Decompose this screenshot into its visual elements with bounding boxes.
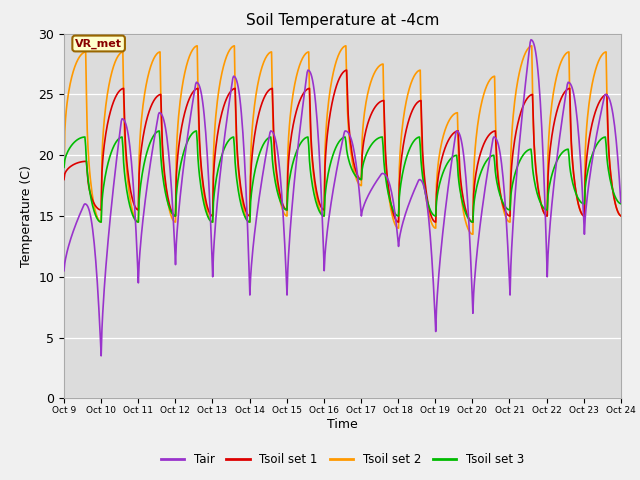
Tsoil set 2 bbox=[60, 177, 68, 182]
Tair bbox=[60, 268, 68, 274]
Tsoil set 1 bbox=[70, 161, 78, 167]
Tair bbox=[428, 244, 435, 250]
Tair bbox=[411, 186, 419, 192]
Tair bbox=[527, 37, 535, 43]
Tsoil set 1 bbox=[127, 192, 135, 197]
Legend: Tair, Tsoil set 1, Tsoil set 2, Tsoil set 3: Tair, Tsoil set 1, Tsoil set 2, Tsoil se… bbox=[156, 448, 529, 470]
Line: Tsoil set 2: Tsoil set 2 bbox=[64, 46, 621, 234]
Tsoil set 3 bbox=[185, 136, 193, 142]
Tsoil set 1 bbox=[343, 67, 351, 73]
Text: VR_met: VR_met bbox=[75, 38, 122, 48]
Line: Tair: Tair bbox=[64, 40, 621, 356]
Tsoil set 1 bbox=[617, 213, 625, 219]
Tair bbox=[185, 126, 193, 132]
Tsoil set 1 bbox=[214, 133, 221, 139]
Tsoil set 3 bbox=[60, 165, 68, 170]
Tsoil set 2 bbox=[127, 203, 135, 209]
Tsoil set 1 bbox=[60, 177, 68, 182]
Tsoil set 3 bbox=[412, 136, 419, 142]
Tsoil set 2 bbox=[428, 219, 435, 225]
Tsoil set 3 bbox=[215, 163, 223, 169]
Tsoil set 2 bbox=[411, 72, 419, 78]
Tair bbox=[617, 200, 625, 205]
Tsoil set 1 bbox=[428, 215, 436, 220]
Tsoil set 1 bbox=[184, 99, 192, 105]
Tsoil set 2 bbox=[70, 66, 78, 72]
Tsoil set 1 bbox=[412, 102, 419, 108]
Tair bbox=[128, 168, 136, 173]
Line: Tsoil set 1: Tsoil set 1 bbox=[64, 70, 621, 222]
Tsoil set 3 bbox=[428, 210, 436, 216]
Tsoil set 1 bbox=[395, 219, 403, 225]
Tsoil set 2 bbox=[617, 213, 625, 219]
Tsoil set 3 bbox=[617, 201, 625, 206]
Tsoil set 2 bbox=[342, 43, 349, 48]
Tair bbox=[70, 226, 78, 232]
Tsoil set 2 bbox=[214, 98, 221, 104]
Title: Soil Temperature at -4cm: Soil Temperature at -4cm bbox=[246, 13, 439, 28]
Tair bbox=[97, 353, 105, 359]
Tsoil set 3 bbox=[70, 140, 78, 145]
Tair bbox=[214, 191, 222, 197]
Tsoil set 3 bbox=[193, 128, 200, 134]
Tsoil set 2 bbox=[184, 58, 192, 64]
Y-axis label: Temperature (C): Temperature (C) bbox=[20, 165, 33, 267]
Line: Tsoil set 3: Tsoil set 3 bbox=[64, 131, 621, 222]
Tsoil set 2 bbox=[469, 231, 477, 237]
X-axis label: Time: Time bbox=[327, 418, 358, 431]
Tsoil set 3 bbox=[128, 211, 136, 216]
Tsoil set 3 bbox=[97, 219, 105, 225]
